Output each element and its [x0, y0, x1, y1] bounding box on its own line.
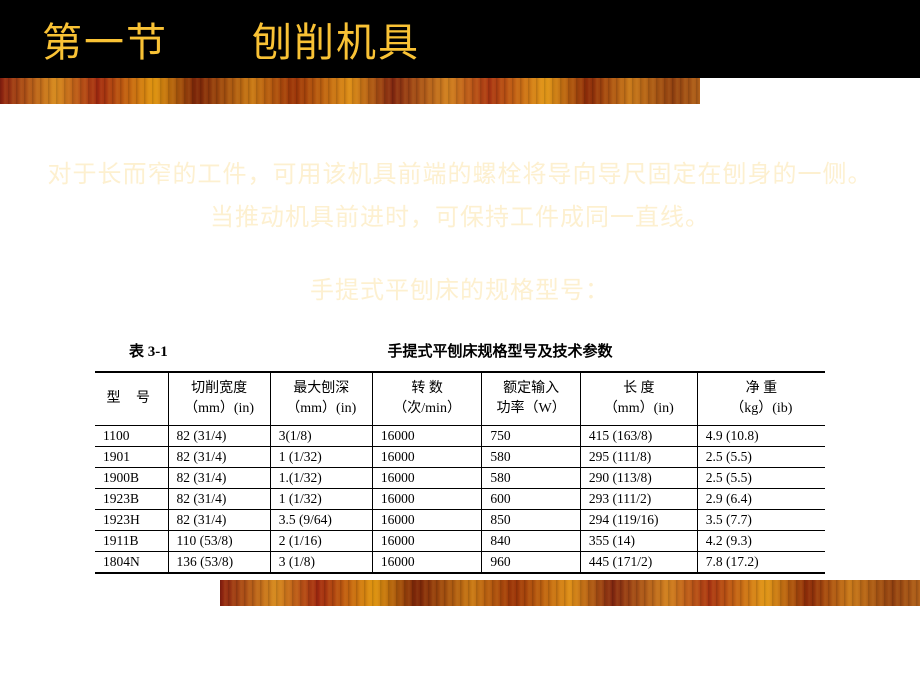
table-cell: 3.5 (7.7) [697, 509, 825, 530]
table-cell: 445 (171/2) [580, 551, 697, 573]
table-cell: 1 (1/32) [270, 488, 372, 509]
table-row: 1923B82 (31/4)1 (1/32)16000600293 (111/2… [95, 488, 825, 509]
table-cell: 3(1/8) [270, 425, 372, 446]
th-power: 额定输入 功率（W） [482, 372, 581, 425]
table-cell: 1923B [95, 488, 168, 509]
table-cell: 4.2 (9.3) [697, 530, 825, 551]
table-cell: 1911B [95, 530, 168, 551]
table-row: 1923H82 (31/4)3.5 (9/64)16000850294 (119… [95, 509, 825, 530]
table-cell: 16000 [372, 446, 482, 467]
table-cell: 82 (31/4) [168, 467, 270, 488]
table-cell: 580 [482, 467, 581, 488]
th-depth: 最大刨深 （mm）(in) [270, 372, 372, 425]
table-cell: 1 (1/32) [270, 446, 372, 467]
title-right: 刨削机具 [252, 20, 420, 65]
table-cell: 1804N [95, 551, 168, 573]
table-cell: 2.5 (5.5) [697, 446, 825, 467]
spec-table-container: 表 3-1 手提式平刨床规格型号及技术参数 型 号 切削宽度 （mm）(in) … [95, 340, 825, 573]
table-row: 1900B82 (31/4)1.(1/32)16000580290 (113/8… [95, 467, 825, 488]
title-bar: 第一节 刨削机具 [0, 0, 920, 78]
table-cell: 82 (31/4) [168, 425, 270, 446]
table-row: 110082 (31/4)3(1/8)16000750415 (163/8)4.… [95, 425, 825, 446]
table-cell: 600 [482, 488, 581, 509]
table-cell: 1923H [95, 509, 168, 530]
table-cell: 4.9 (10.8) [697, 425, 825, 446]
table-cell: 293 (111/2) [580, 488, 697, 509]
ghost-paragraph: 对于长而窄的工件，可用该机具前端的螺栓将导向导尺固定在刨身的一侧。当推动机具前进… [0, 104, 920, 250]
th-length: 长 度 （mm）(in) [580, 372, 697, 425]
table-cell: 82 (31/4) [168, 488, 270, 509]
th-width: 切削宽度 （mm）(in) [168, 372, 270, 425]
table-row: 190182 (31/4)1 (1/32)16000580295 (111/8)… [95, 446, 825, 467]
title-left: 第一节 [42, 20, 168, 65]
table-row: 1911B110 (53/8)2 (1/16)16000840355 (14)4… [95, 530, 825, 551]
table-cell: 1100 [95, 425, 168, 446]
table-cell: 136 (53/8) [168, 551, 270, 573]
table-cell: 750 [482, 425, 581, 446]
table-cell: 580 [482, 446, 581, 467]
table-cell: 16000 [372, 530, 482, 551]
table-number: 表 3-1 [95, 340, 215, 361]
table-caption: 表 3-1 手提式平刨床规格型号及技术参数 [95, 340, 825, 361]
table-cell: 295 (111/8) [580, 446, 697, 467]
table-cell: 3.5 (9/64) [270, 509, 372, 530]
table-cell: 2.5 (5.5) [697, 467, 825, 488]
table-header-row: 型 号 切削宽度 （mm）(in) 最大刨深 （mm）(in) 转 数 （次/m… [95, 372, 825, 425]
table-cell: 16000 [372, 467, 482, 488]
table-cell: 16000 [372, 425, 482, 446]
table-title: 手提式平刨床规格型号及技术参数 [215, 340, 825, 361]
table-cell: 7.8 (17.2) [697, 551, 825, 573]
table-cell: 82 (31/4) [168, 509, 270, 530]
table-cell: 415 (163/8) [580, 425, 697, 446]
table-cell: 16000 [372, 551, 482, 573]
decorative-strip-top [0, 78, 700, 104]
th-weight: 净 重 （kg）(ib) [697, 372, 825, 425]
table-cell: 110 (53/8) [168, 530, 270, 551]
table-cell: 16000 [372, 488, 482, 509]
decorative-strip-bottom [220, 580, 920, 606]
ghost-subtitle: 手提式平刨床的规格型号： [0, 250, 920, 325]
table-cell: 3 (1/8) [270, 551, 372, 573]
table-cell: 355 (14) [580, 530, 697, 551]
spec-table: 型 号 切削宽度 （mm）(in) 最大刨深 （mm）(in) 转 数 （次/m… [95, 371, 825, 573]
bottom-strip-container [220, 580, 920, 606]
table-body: 110082 (31/4)3(1/8)16000750415 (163/8)4.… [95, 425, 825, 573]
table-cell: 82 (31/4) [168, 446, 270, 467]
th-rpm: 转 数 （次/min） [372, 372, 482, 425]
table-cell: 2 (1/16) [270, 530, 372, 551]
table-cell: 840 [482, 530, 581, 551]
table-cell: 2.9 (6.4) [697, 488, 825, 509]
table-cell: 16000 [372, 509, 482, 530]
table-cell: 290 (113/8) [580, 467, 697, 488]
table-cell: 960 [482, 551, 581, 573]
table-cell: 1901 [95, 446, 168, 467]
table-cell: 1.(1/32) [270, 467, 372, 488]
page-title: 第一节 刨削机具 [42, 10, 420, 68]
table-cell: 850 [482, 509, 581, 530]
th-model: 型 号 [95, 372, 168, 425]
table-cell: 1900B [95, 467, 168, 488]
table-cell: 294 (119/16) [580, 509, 697, 530]
table-row: 1804N136 (53/8)3 (1/8)16000960445 (171/2… [95, 551, 825, 573]
